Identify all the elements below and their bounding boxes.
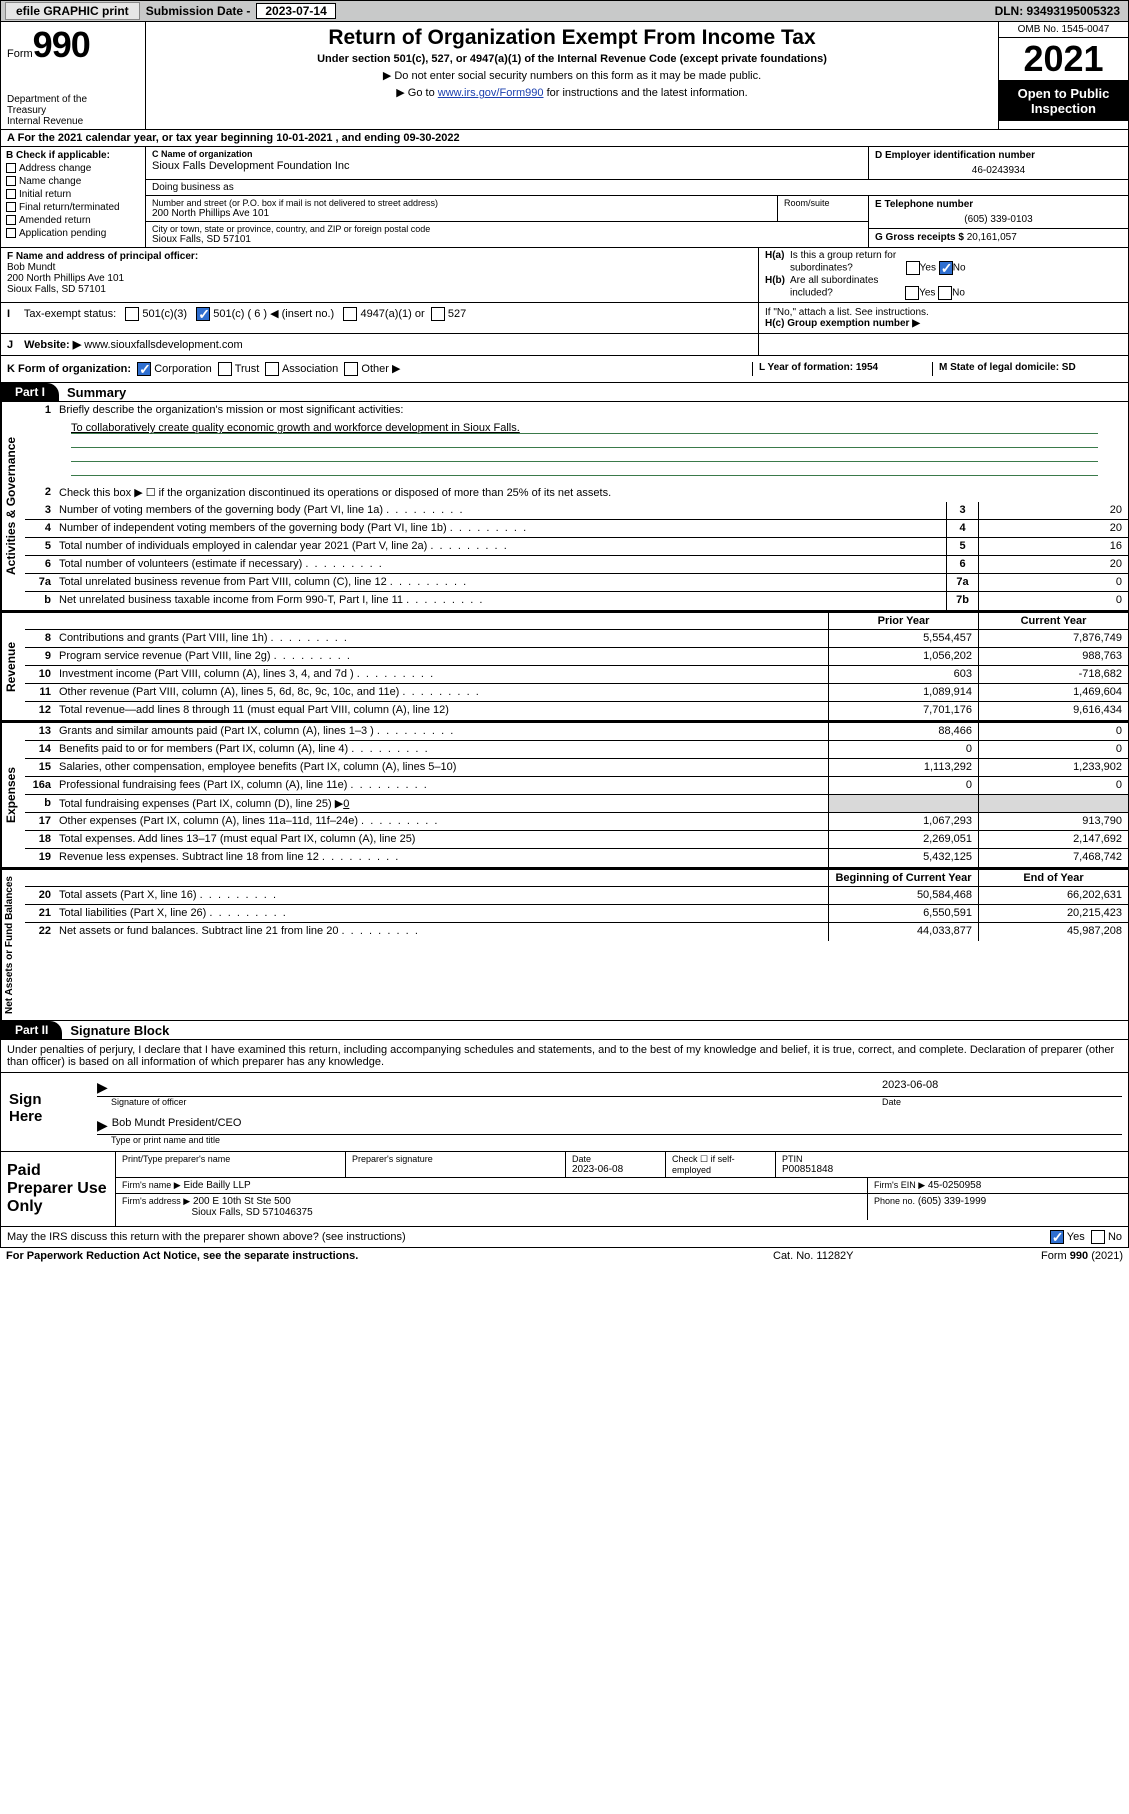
ein-label: D Employer identification number [875,150,1122,161]
paid-preparer-block: Paid Preparer Use Only Print/Type prepar… [0,1152,1129,1227]
state-domicile: M State of legal domicile: SD [939,362,1076,373]
officer-addr1: 200 North Phillips Ave 101 [7,273,752,284]
vtab-governance: Activities & Governance [1,402,25,610]
dln: DLN: 93493195005323 [995,4,1128,18]
website: www.siouxfallsdevelopment.com [84,339,242,351]
signature-intro: Under penalties of perjury, I declare th… [0,1040,1129,1073]
sign-here-block: Sign Here ▶2023-06-08 Signature of offic… [0,1073,1129,1152]
year-formation: L Year of formation: 1954 [759,362,878,373]
org-name: Sioux Falls Development Foundation Inc [152,160,862,172]
chk-amended-return[interactable]: Amended return [6,215,140,226]
irs-link[interactable]: www.irs.gov/Form990 [438,87,544,99]
k-other[interactable] [344,362,358,376]
tax-year: 2021 [999,38,1128,81]
officer-name: Bob Mundt [7,262,752,273]
form-label: Form [7,48,33,60]
row-a-tax-year: A For the 2021 calendar year, or tax yea… [0,130,1129,147]
form-subtitle: Under section 501(c), 527, or 4947(a)(1)… [156,53,988,65]
i-501c[interactable] [196,307,210,321]
k-trust[interactable] [218,362,232,376]
hb-yes[interactable] [905,286,919,300]
discuss-no[interactable] [1091,1230,1105,1244]
efile-print-button[interactable]: efile GRAPHIC print [5,2,140,20]
city: Sioux Falls, SD 57101 [152,234,862,245]
omb-number: OMB No. 1545-0047 [999,22,1128,38]
gross-receipts: 20,161,057 [967,232,1017,243]
chk-app-pending[interactable]: Application pending [6,228,140,239]
col-b-checkboxes: B Check if applicable: Address change Na… [1,147,146,247]
footer: For Paperwork Reduction Act Notice, see … [0,1248,1129,1264]
v3: 20 [978,502,1128,519]
officer-addr2: Sioux Falls, SD 57101 [7,284,752,295]
i-527[interactable] [431,307,445,321]
topbar: efile GRAPHIC print Submission Date - 20… [0,0,1129,22]
hb-note: If "No," attach a list. See instructions… [765,307,1122,318]
phone-label: E Telephone number [875,199,1122,210]
row-i: I Tax-exempt status: 501(c)(3) 501(c) ( … [0,303,1129,334]
v7b: 0 [978,592,1128,610]
section-revenue: Revenue Prior YearCurrent Year 8Contribu… [0,611,1129,721]
org-name-label: C Name of organization [152,149,862,159]
firm-addr2: Sioux Falls, SD 571046375 [191,1207,312,1218]
i-4947[interactable] [343,307,357,321]
part-i-header: Part I Summary [0,383,1129,402]
vtab-net: Net Assets or Fund Balances [1,870,25,1020]
officer-signature-name: Bob Mundt President/CEO [112,1117,1122,1134]
form-note-link: Go to www.irs.gov/Form990 for instructio… [156,86,988,99]
row-k: K Form of organization: Corporation Trus… [0,356,1129,383]
city-label: City or town, state or province, country… [152,224,862,234]
submission-date: 2023-07-14 [256,3,335,19]
section-governance: Activities & Governance 1Briefly describ… [0,402,1129,611]
k-assoc[interactable] [265,362,279,376]
v7a: 0 [978,574,1128,591]
phone: (605) 339-0103 [875,214,1122,225]
submission-label: Submission Date - [140,4,257,18]
form-note-ssn: Do not enter social security numbers on … [156,69,988,82]
suite-label: Room/suite [778,196,868,221]
ha-no[interactable] [939,261,953,275]
v5: 16 [978,538,1128,555]
gross-receipts-label: G Gross receipts $ [875,232,964,243]
part-ii-header: Part II Signature Block [0,1021,1129,1040]
firm-phone: (605) 339-1999 [918,1196,986,1207]
chk-initial-return[interactable]: Initial return [6,189,140,200]
firm-ein: 45-0250958 [928,1180,981,1191]
k-corp[interactable] [137,362,151,376]
i-501c3[interactable] [125,307,139,321]
form-number: 990 [33,24,90,65]
street: 200 North Phillips Ave 101 [152,208,771,219]
open-to-public: Open to Public Inspection [999,81,1128,121]
hc-label: H(c) Group exemption number ▶ [765,318,920,329]
officer-label: F Name and address of principal officer: [7,251,752,262]
info-grid: B Check if applicable: Address change Na… [0,147,1129,248]
firm-addr1: 200 E 10th St Ste 500 [193,1196,291,1207]
ein: 46-0243934 [875,165,1122,176]
ha-yes[interactable] [906,261,920,275]
form-title: Return of Organization Exempt From Incom… [156,26,988,50]
section-net-assets: Net Assets or Fund Balances Beginning of… [0,868,1129,1021]
mission: To collaboratively create quality econom… [71,422,520,434]
form-header: Form990 Department of theTreasuryInterna… [0,22,1129,130]
chk-name-change[interactable]: Name change [6,176,140,187]
v4: 20 [978,520,1128,537]
discuss-row: May the IRS discuss this return with the… [0,1227,1129,1248]
v6: 20 [978,556,1128,573]
chk-address-change[interactable]: Address change [6,163,140,174]
hb-no[interactable] [938,286,952,300]
vtab-revenue: Revenue [1,613,25,720]
section-expenses: Expenses 13Grants and similar amounts pa… [0,721,1129,868]
firm-name: Eide Bailly LLP [183,1180,250,1191]
department: Department of theTreasuryInternal Revenu… [7,94,139,127]
row-f-h: F Name and address of principal officer:… [0,248,1129,303]
street-label: Number and street (or P.O. box if mail i… [152,198,771,208]
row-j: J Website: ▶ www.siouxfallsdevelopment.c… [0,334,1129,356]
dba-label: Doing business as [146,180,1128,196]
vtab-expenses: Expenses [1,723,25,867]
discuss-yes[interactable] [1050,1230,1064,1244]
chk-final-return[interactable]: Final return/terminated [6,202,140,213]
